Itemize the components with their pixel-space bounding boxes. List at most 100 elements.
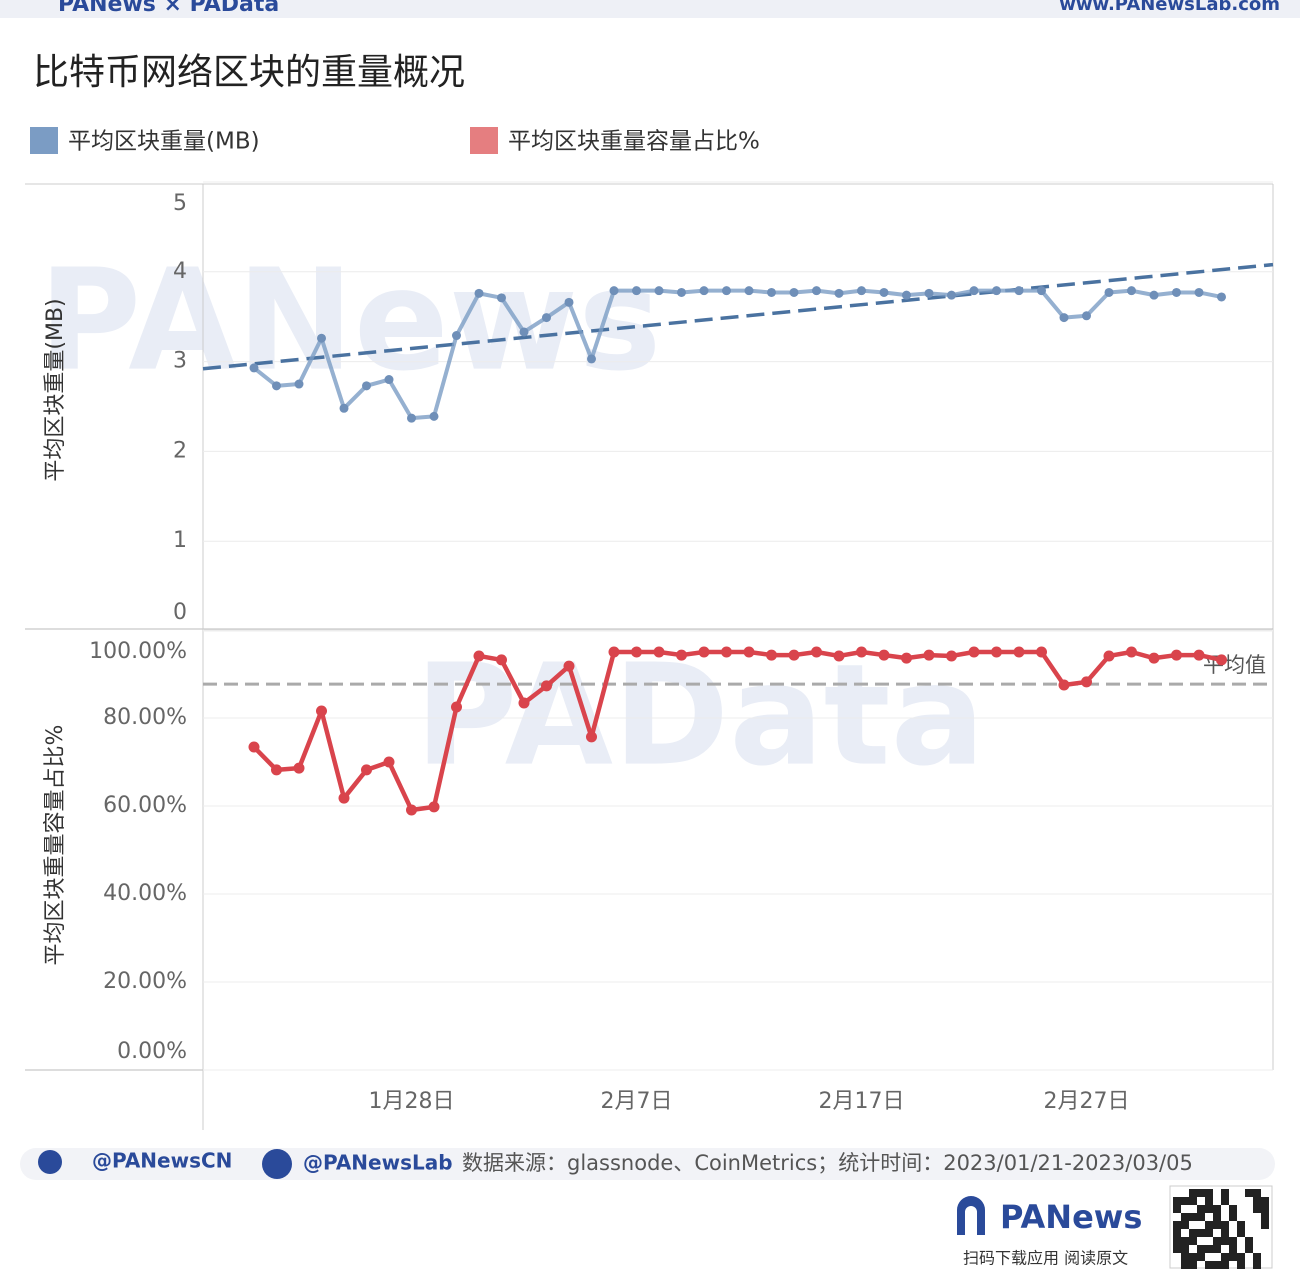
qr-caption: 扫码下载应用 阅读原文 <box>963 1249 1128 1268</box>
data-point <box>542 313 551 323</box>
data-point <box>587 354 596 364</box>
qr-cell <box>1229 1237 1237 1245</box>
data-point <box>608 646 620 658</box>
data-point <box>924 288 934 298</box>
data-point <box>428 801 440 813</box>
data-point <box>923 649 935 661</box>
y-tick-label: 80.00% <box>103 705 187 730</box>
qr-cell <box>1213 1221 1221 1229</box>
qr-cell <box>1237 1253 1245 1261</box>
x-tick-label: 2月27日 <box>1044 1089 1130 1114</box>
data-point <box>406 804 417 816</box>
data-point <box>271 764 282 776</box>
qr-cell <box>1229 1245 1237 1253</box>
data-point <box>451 701 462 713</box>
qr-cell <box>1253 1197 1261 1205</box>
data-point <box>564 297 574 307</box>
qr-cell <box>1189 1213 1197 1221</box>
qr-cell <box>1181 1245 1189 1253</box>
qr-cell <box>1189 1253 1197 1261</box>
data-point <box>856 646 867 658</box>
qr-cell <box>1261 1213 1269 1221</box>
data-point <box>811 646 822 658</box>
y-tick-label: 100.00% <box>89 639 187 664</box>
data-point <box>1081 676 1092 688</box>
data-point <box>878 649 890 661</box>
qr-cell <box>1181 1213 1189 1221</box>
data-point <box>1194 287 1204 297</box>
data-point <box>384 375 394 385</box>
qr-cell <box>1189 1237 1197 1245</box>
y-tick-label: 1 <box>173 528 187 553</box>
qr-cell <box>1173 1197 1181 1205</box>
data-point <box>812 286 821 296</box>
brand: PANews × PAData <box>58 0 279 17</box>
data-point <box>497 293 506 303</box>
x-tick-label: 2月7日 <box>601 1089 673 1114</box>
data-point <box>1172 287 1181 297</box>
data-point <box>249 363 259 373</box>
qr-cell <box>1253 1205 1261 1213</box>
data-point <box>1103 650 1115 662</box>
qr-cell <box>1181 1237 1189 1245</box>
data-point <box>901 652 912 664</box>
data-point <box>833 650 845 662</box>
qr-cell <box>1189 1229 1197 1237</box>
data-point <box>316 705 327 717</box>
data-point <box>407 413 416 423</box>
data-point <box>879 287 889 297</box>
data-point <box>788 649 800 661</box>
data-point <box>654 286 664 296</box>
data-point <box>653 646 665 658</box>
data-point <box>586 731 597 743</box>
qr-cell <box>1261 1221 1269 1229</box>
data-point <box>902 290 911 300</box>
twitter-handle: @PANewsCN <box>92 1149 232 1173</box>
y-tick-label: 3 <box>173 349 187 374</box>
y-tick-label: 20.00% <box>103 969 187 994</box>
qr-cell <box>1253 1189 1261 1197</box>
data-point <box>452 331 461 341</box>
qr-cell <box>1237 1221 1245 1229</box>
data-point <box>677 287 686 297</box>
y-tick-label: 40.00% <box>103 881 187 906</box>
trend-line <box>202 262 1274 371</box>
data-point <box>518 697 530 709</box>
data-point <box>969 286 979 296</box>
data-point <box>1037 286 1046 296</box>
data-point <box>1013 646 1025 658</box>
data-point <box>1036 646 1047 658</box>
qr-cell <box>1261 1205 1269 1213</box>
data-point <box>1193 649 1205 661</box>
qr-cell <box>1221 1229 1229 1237</box>
qr-cell <box>1253 1253 1261 1261</box>
qr-cell <box>1197 1205 1205 1213</box>
facebook-icon <box>262 1149 292 1179</box>
data-point <box>744 286 754 296</box>
data-point <box>563 660 575 672</box>
qr-cell <box>1189 1261 1197 1269</box>
data-point <box>496 654 507 666</box>
data-point <box>857 286 866 296</box>
qr-cell <box>1245 1189 1253 1197</box>
data-point <box>631 646 642 658</box>
source-note: 数据来源：glassnode、CoinMetrics；统计时间：2023/01/… <box>462 1151 1193 1175</box>
data-point <box>338 792 350 804</box>
qr-cell <box>1197 1189 1205 1197</box>
data-point <box>834 288 844 298</box>
qr-cell <box>1181 1253 1189 1261</box>
qr-cell <box>1173 1221 1181 1229</box>
data-point <box>609 286 619 296</box>
data-point <box>968 646 980 658</box>
data-point <box>1216 654 1227 666</box>
y-axis-title: 平均区块重量容量占比% <box>43 725 68 966</box>
data-point <box>293 762 305 774</box>
logo-text: PANews <box>1000 1198 1142 1236</box>
qr-cell <box>1189 1189 1197 1197</box>
qr-cell <box>1205 1205 1213 1213</box>
legend-swatch <box>30 127 58 154</box>
data-point <box>317 333 326 343</box>
data-point <box>383 756 395 768</box>
qr-cell <box>1173 1229 1181 1237</box>
qr-cell <box>1221 1197 1229 1205</box>
